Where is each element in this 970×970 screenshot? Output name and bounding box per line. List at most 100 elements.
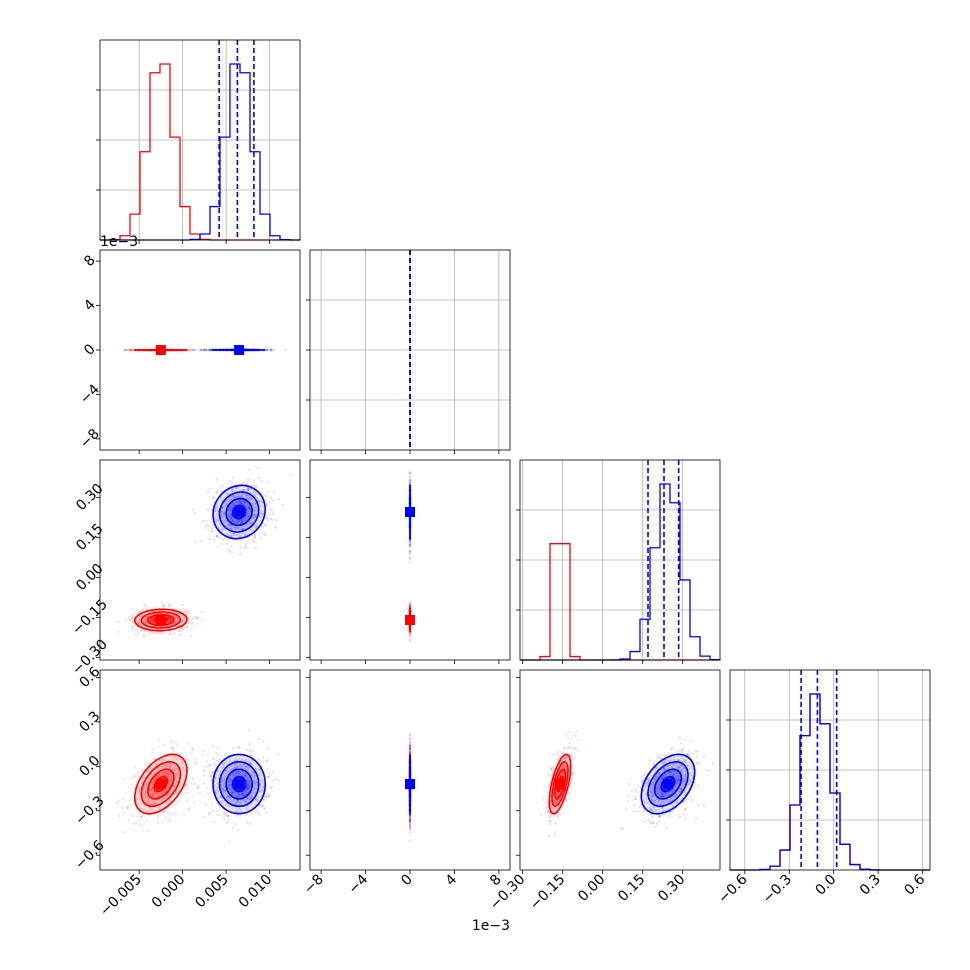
scatter-point [237,757,240,761]
scatter-point [240,518,244,522]
scatter-point [168,766,171,769]
scatter-point [227,508,230,511]
scatter-point [182,618,185,621]
scatter-point [201,348,204,352]
scatter-point [169,618,172,622]
scatter-point [220,528,224,532]
scatter-point [173,792,177,795]
scatter-point [253,513,256,517]
scatter-point [135,798,139,801]
scatter-point [188,617,191,621]
scatter-point [253,515,256,519]
scatter-point [147,802,151,806]
scatter-point [130,348,133,352]
scatter-point [186,782,189,785]
scatter-point [161,773,164,777]
scatter-point [232,533,236,536]
scatter-point [191,508,195,512]
scatter-point [168,778,171,782]
scatter-point [250,528,253,532]
scatter-point [175,774,178,777]
scatter-point [255,781,258,784]
scatter-point [140,815,143,818]
scatter-point [168,773,172,776]
scatter-point [144,784,147,787]
scatter-point [142,768,145,772]
scatter-point [151,616,154,620]
scatter-point [193,348,196,352]
scatter-point [181,767,184,770]
scatter-point [219,800,223,804]
scatter-point [408,630,412,633]
scatter-point [193,512,197,515]
scatter-point [212,770,215,774]
scatter-point [187,348,190,352]
scatter-point [408,606,412,610]
scatter-point [129,348,133,352]
scatter-point [148,623,152,627]
scatter-point [165,773,169,776]
scatter-point [269,348,273,352]
scatter-point [236,501,240,505]
scatter-point [408,601,412,605]
scatter-point [145,799,148,803]
scatter-point [268,795,271,798]
scatter-point [247,506,251,510]
scatter-point [176,619,179,622]
scatter-point [254,515,258,518]
scatter-point [151,782,154,785]
scatter-point [159,791,162,795]
scatter-point [149,768,152,771]
panel-content [115,729,280,843]
scatter-point [148,618,152,622]
scatter-point [191,750,194,753]
scatter-point [237,519,241,522]
scatter-point [209,764,212,767]
scatter-point [159,768,162,771]
scatter-point [144,786,148,789]
scatter-point [253,791,256,795]
scatter-point [259,519,262,523]
scatter-point [222,513,225,516]
scatter-point [269,348,273,352]
scatter-point [150,619,153,622]
scatter-point [167,782,170,785]
scatter-point [240,519,243,522]
scatter-point [140,614,143,617]
scatter-point [187,616,191,619]
scatter-point [227,523,231,527]
scatter-point [253,524,256,528]
scatter-point [146,800,150,803]
scatter-point [262,785,265,789]
scatter-point [181,621,184,624]
scatter-point [143,814,146,817]
scatter-point [216,782,219,785]
scatter-point [408,539,412,542]
scatter-point [130,348,133,352]
scatter-point [408,471,412,474]
scatter-point [173,621,176,625]
scatter-point [144,615,148,619]
scatter-point [256,466,260,469]
scatter-point [206,490,210,494]
scatter-point [240,495,243,498]
scatter-point [160,631,163,634]
diagonal-panel-1 [306,249,511,454]
scatter-point [200,348,203,352]
scatter-point [231,476,235,480]
scatter-point [175,790,179,793]
scatter-point [169,763,172,766]
scatter-point [231,505,234,509]
scatter-point [150,788,153,792]
scatter-point [167,618,171,621]
scatter-point [167,617,171,621]
scatter-point [268,513,271,517]
scatter-point [156,631,159,634]
scatter-point [192,625,195,628]
scatter-point [254,486,257,489]
scatter-point [153,777,157,780]
scatter-point [268,772,271,776]
scatter-point [137,789,141,792]
scatter-point [148,809,151,812]
scatter-point [162,773,166,777]
